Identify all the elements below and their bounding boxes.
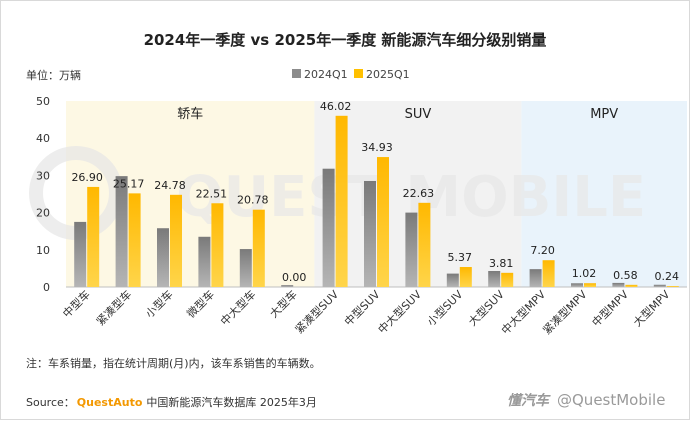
- bar-2025Q1-11: [542, 260, 555, 287]
- x-tick-label-4: 中大型车: [217, 287, 258, 328]
- bar-2025Q1-7: [377, 157, 389, 287]
- bar-2024Q1-9: [446, 273, 459, 287]
- x-tick-label-12: 紧凑型MPV: [540, 287, 590, 337]
- data-label-1: 25.17: [113, 177, 145, 190]
- x-tick-label-8: 中大型SUV: [375, 287, 425, 337]
- bar-2025Q1-3: [211, 203, 224, 287]
- bar-2025Q1-14: [666, 286, 679, 287]
- legend-label-1: 2025Q1: [366, 68, 410, 81]
- legend-swatch-1: [354, 69, 363, 78]
- data-label-3: 22.51: [196, 187, 228, 200]
- bar-2025Q1-8: [418, 202, 431, 287]
- data-label-12: 1.02: [572, 267, 597, 280]
- bar-2024Q1-6: [322, 168, 335, 287]
- bar-2024Q1-10: [488, 271, 501, 287]
- x-tick-label-13: 中型MPV: [589, 287, 632, 330]
- data-label-5: 0.00: [282, 271, 307, 284]
- legend-label-0: 2024Q1: [304, 68, 348, 81]
- bar-2024Q1-13: [612, 282, 625, 287]
- bar-2025Q1-0: [87, 186, 100, 287]
- bar-2024Q1-8: [405, 212, 418, 287]
- bar-2025Q1-10: [501, 272, 514, 287]
- x-tick-label-14: 大型MPV: [630, 287, 673, 330]
- source-line: Source： QuestAuto 中国新能源汽车数据库 2025年3月: [26, 395, 317, 409]
- watermark-right: @QuestMobile: [557, 391, 665, 409]
- bar-2024Q1-3: [198, 236, 211, 287]
- group-label-2: MPV: [590, 107, 618, 122]
- bar-2025Q1-6: [335, 115, 348, 287]
- bar-2024Q1-2: [157, 228, 169, 287]
- bar-2024Q1-7: [364, 180, 376, 287]
- x-tick-label-5: 大型车: [267, 287, 300, 320]
- y-tick-label-1: 10: [36, 244, 50, 257]
- bar-2025Q1-1: [128, 193, 141, 287]
- data-label-13: 0.58: [613, 269, 638, 282]
- y-tick-label-5: 50: [36, 95, 50, 108]
- bars: 26.90 25.17 24.78 22.51 20.78 0.00 46.02 34.93 2…: [71, 100, 679, 287]
- data-label-14: 0.24: [655, 270, 680, 283]
- bar-2024Q1-12: [571, 283, 583, 287]
- group-band-2: [521, 101, 687, 287]
- bar-2024Q1-11: [529, 269, 542, 287]
- y-axis: 0 10 20 30 40 50: [36, 95, 687, 294]
- data-label-4: 20.78: [237, 194, 269, 207]
- x-tick-label-9: 小型SUV: [424, 287, 466, 329]
- bar-2025Q1-12: [584, 283, 596, 287]
- chart-title: 2024年一季度 vs 2025年一季度 新能源汽车细分级别销量: [144, 31, 547, 49]
- legend-swatch-0: [292, 69, 301, 78]
- bar-2024Q1-4: [239, 249, 252, 287]
- source-brand: QuestAuto: [77, 396, 143, 409]
- x-tick-label-0: 中型车: [60, 287, 93, 320]
- group-band-0: [66, 101, 315, 287]
- group-bands: 轿车 SUV MPV: [66, 101, 687, 287]
- x-tick-label-2: 小型车: [142, 287, 175, 320]
- y-tick-label-4: 40: [36, 132, 50, 145]
- x-tick-label-10: 大型SUV: [465, 287, 507, 329]
- data-label-0: 26.90: [71, 171, 103, 184]
- y-tick-label-2: 20: [36, 207, 50, 220]
- x-tick-label-3: 微型车: [184, 287, 217, 320]
- data-label-8: 22.63: [403, 187, 435, 200]
- watermark-left: 懂汽车: [507, 392, 551, 409]
- x-tick-label-7: 中型SUV: [341, 287, 383, 329]
- bar-2025Q1-4: [252, 209, 265, 287]
- source-prefix: Source：: [26, 396, 75, 409]
- data-label-7: 34.93: [361, 141, 393, 154]
- bar-2024Q1-0: [74, 221, 87, 287]
- unit-label: 单位：万辆: [26, 68, 81, 82]
- data-label-10: 3.81: [489, 257, 514, 270]
- bar-2025Q1-13: [625, 284, 638, 287]
- y-tick-label-3: 30: [36, 169, 50, 182]
- x-tick-label-6: 紧凑型SUV: [292, 287, 342, 337]
- group-label-1: SUV: [405, 107, 432, 122]
- data-label-11: 7.20: [530, 244, 555, 257]
- data-label-6: 46.02: [320, 100, 352, 113]
- x-tick-label-1: 紧凑型车: [93, 287, 134, 328]
- y-tick-label-0: 0: [43, 281, 50, 294]
- source-rest: 中国新能源汽车数据库 2025年3月: [146, 395, 317, 409]
- legend: 2024Q1 2025Q1: [292, 68, 410, 81]
- bar-2025Q1-2: [170, 194, 182, 287]
- group-label-0: 轿车: [177, 106, 203, 122]
- bar-2024Q1-1: [115, 176, 128, 287]
- data-label-9: 5.37: [448, 251, 473, 264]
- bar-2024Q1-14: [653, 284, 666, 287]
- data-label-2: 24.78: [154, 179, 186, 192]
- bar-2025Q1-9: [459, 267, 472, 287]
- bar-2024Q1-5: [281, 285, 294, 287]
- footnote: 注：车系销量，指在统计周期(月)内，该车系销售的车辆数。: [26, 356, 321, 370]
- group-band-1: [314, 101, 522, 287]
